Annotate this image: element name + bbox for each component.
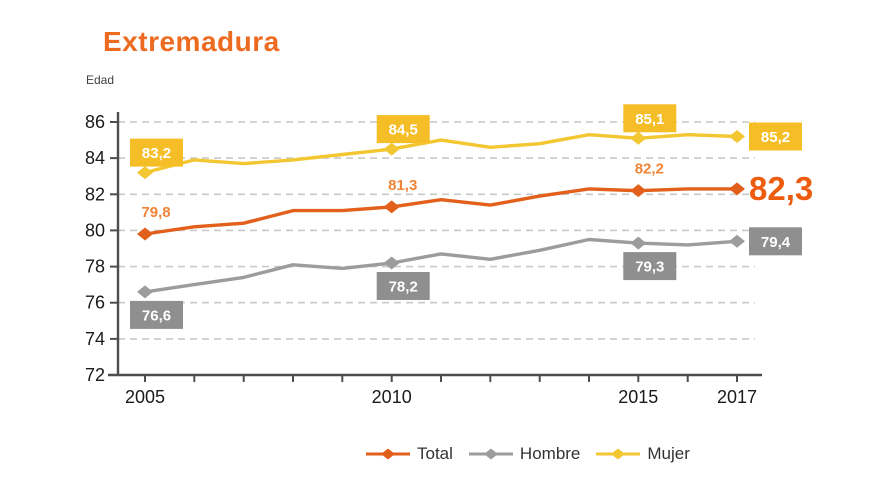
- point-label-hombre-2017: 79,4: [761, 234, 791, 251]
- legend-item-mujer: Mujer: [596, 444, 690, 464]
- point-label-total-2010: 81,3: [388, 177, 417, 194]
- point-label-hombre-2017-box: [749, 227, 802, 256]
- y-axis-title: Edad: [86, 73, 115, 87]
- point-label-mujer-2010-box: [376, 115, 430, 144]
- legend-item-hombre: Hombre: [468, 444, 581, 464]
- point-label-hombre-2010-box: [376, 272, 430, 300]
- x-tick-label: 2010: [372, 387, 412, 407]
- marker-mujer-2017: [728, 129, 745, 143]
- y-tick-label: 72: [85, 365, 105, 385]
- point-label-mujer-2015-box: [623, 104, 677, 133]
- point-label-mujer-2005: 83,2: [142, 145, 171, 162]
- marker-total-2017: [728, 182, 745, 196]
- marker-mujer-2005: [137, 166, 153, 180]
- point-label-mujer-2017: 85,2: [761, 129, 790, 146]
- x-tick-label: 2015: [618, 387, 658, 407]
- y-tick-label: 74: [85, 329, 105, 349]
- legend-marker-total-icon: [366, 448, 410, 460]
- marker-hombre-2017: [728, 234, 745, 248]
- x-tick-label: 2005: [125, 387, 165, 407]
- point-label-hombre-2010: 78,2: [389, 279, 418, 296]
- marker-total-2005: [137, 227, 153, 241]
- legend: Total Hombre Mujer: [366, 444, 690, 464]
- y-tick-label: 76: [85, 293, 105, 313]
- point-label-hombre-2005: 76,6: [142, 307, 171, 324]
- series-line-total: [143, 187, 739, 236]
- y-tick-label: 82: [85, 184, 105, 204]
- point-label-mujer-2005-box: [130, 138, 183, 167]
- marker-hombre-2015: [630, 236, 647, 250]
- point-label-hombre-2015-box: [623, 252, 677, 281]
- legend-item-total: Total: [366, 444, 453, 464]
- marker-mujer-2015: [630, 131, 647, 145]
- legend-label-mujer: Mujer: [647, 444, 690, 463]
- y-tick-label: 78: [85, 257, 105, 277]
- legend-label-hombre: Hombre: [519, 444, 581, 463]
- point-label-hombre-2005-box: [130, 300, 183, 329]
- point-label-mujer-2017-box: [749, 122, 802, 151]
- marker-mujer-2010: [383, 142, 400, 156]
- legend-marker-hombre-icon: [468, 448, 513, 460]
- legend-label-total: Total: [417, 444, 453, 463]
- marker-total-2010: [383, 200, 400, 214]
- x-tick-label: 2017: [717, 387, 757, 407]
- y-tick-label: 86: [85, 112, 105, 132]
- point-label-total-2017: 82,3: [749, 170, 813, 207]
- point-label-total-2015: 82,2: [635, 161, 664, 178]
- point-label-mujer-2015: 85,1: [635, 111, 664, 128]
- marker-total-2015: [630, 184, 647, 198]
- y-tick-label: 84: [85, 148, 105, 168]
- legend-marker-mujer-icon: [596, 448, 641, 460]
- marker-hombre-2005: [137, 285, 153, 299]
- point-label-hombre-2015: 79,3: [635, 259, 664, 276]
- marker-hombre-2010: [383, 256, 400, 270]
- point-label-total-2005: 79,8: [141, 204, 170, 221]
- chart-title: Extremadura: [103, 26, 280, 57]
- line-chart: 72 74 76 78 80 82 84 86 2005 2010 2015 2017 79,8 81,3…: [85, 104, 813, 407]
- y-tick-label: 80: [85, 220, 105, 240]
- point-label-mujer-2010: 84,5: [389, 122, 418, 139]
